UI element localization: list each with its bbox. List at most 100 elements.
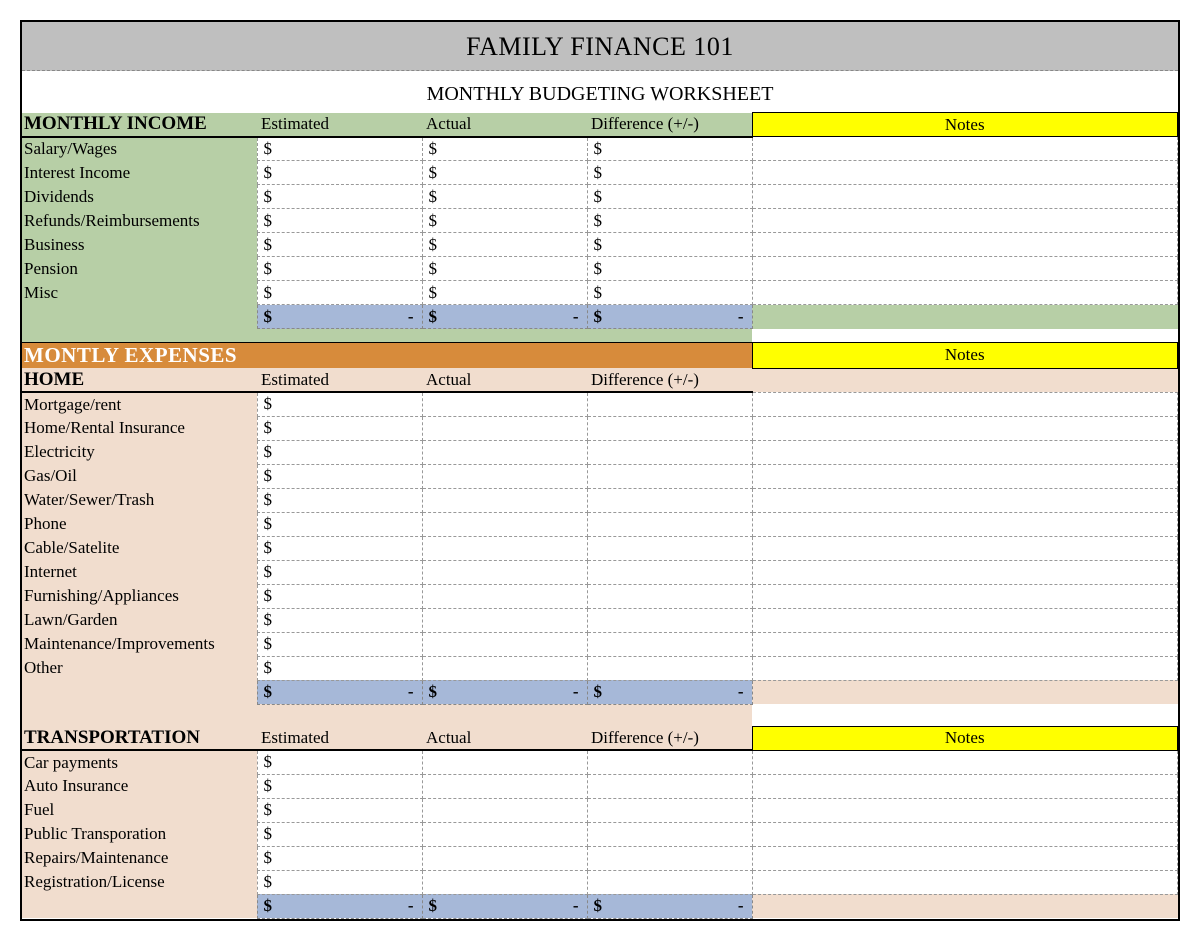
cell-notes[interactable] [752, 870, 1178, 894]
cell-estimated[interactable]: $ [257, 846, 422, 870]
cell-estimated[interactable]: $ [257, 750, 422, 774]
cell-estimated[interactable]: $ [257, 161, 422, 185]
cell-notes[interactable] [752, 632, 1178, 656]
cell-difference[interactable]: $ [587, 233, 752, 257]
cell-notes[interactable] [752, 440, 1178, 464]
cell-notes[interactable] [752, 750, 1178, 774]
cell-actual[interactable] [422, 488, 587, 512]
cell-estimated[interactable]: $ [257, 774, 422, 798]
cell-actual[interactable]: $ [422, 209, 587, 233]
cell-actual[interactable]: $ [422, 137, 587, 161]
cell-actual[interactable] [422, 560, 587, 584]
cell-difference[interactable]: $ [587, 257, 752, 281]
cell-difference[interactable] [587, 750, 752, 774]
cell-estimated[interactable]: $ [257, 416, 422, 440]
cell-actual[interactable] [422, 608, 587, 632]
cell-difference[interactable]: $ [587, 209, 752, 233]
cell-difference[interactable] [587, 488, 752, 512]
cell-notes[interactable] [752, 392, 1178, 416]
cell-actual[interactable]: $ [422, 233, 587, 257]
cell-estimated[interactable]: $ [257, 233, 422, 257]
cell-estimated[interactable]: $ [257, 822, 422, 846]
cell-notes[interactable] [752, 798, 1178, 822]
cell-actual[interactable]: $ [422, 281, 587, 305]
cell-estimated[interactable]: $ [257, 488, 422, 512]
cell-actual[interactable] [422, 632, 587, 656]
cell-actual[interactable] [422, 870, 587, 894]
cell-estimated[interactable]: $ [257, 392, 422, 416]
cell-difference[interactable] [587, 512, 752, 536]
cell-estimated[interactable]: $ [257, 137, 422, 161]
cell-difference[interactable] [587, 656, 752, 680]
cell-notes[interactable] [752, 822, 1178, 846]
cell-difference[interactable] [587, 846, 752, 870]
cell-actual[interactable] [422, 512, 587, 536]
cell-notes[interactable] [752, 560, 1178, 584]
cell-notes[interactable] [752, 584, 1178, 608]
cell-difference[interactable] [587, 822, 752, 846]
cell-estimated[interactable]: $ [257, 440, 422, 464]
cell-difference[interactable] [587, 632, 752, 656]
cell-actual[interactable] [422, 536, 587, 560]
cell-notes[interactable] [752, 233, 1178, 257]
cell-notes[interactable] [752, 281, 1178, 305]
cell-difference[interactable] [587, 870, 752, 894]
cell-difference[interactable] [587, 464, 752, 488]
cell-difference[interactable]: $ [587, 185, 752, 209]
cell-notes[interactable] [752, 846, 1178, 870]
cell-notes[interactable] [752, 536, 1178, 560]
cell-actual[interactable] [422, 656, 587, 680]
cell-difference[interactable] [587, 392, 752, 416]
cell-difference[interactable]: $ [587, 281, 752, 305]
cell-difference[interactable] [587, 584, 752, 608]
cell-actual[interactable] [422, 798, 587, 822]
cell-actual[interactable] [422, 392, 587, 416]
cell-estimated[interactable]: $ [257, 257, 422, 281]
cell-difference[interactable] [587, 608, 752, 632]
cell-notes[interactable] [752, 774, 1178, 798]
cell-estimated[interactable]: $ [257, 464, 422, 488]
cell-difference[interactable] [587, 536, 752, 560]
cell-difference[interactable]: $ [587, 137, 752, 161]
cell-estimated[interactable]: $ [257, 584, 422, 608]
cell-actual[interactable] [422, 822, 587, 846]
cell-difference[interactable] [587, 440, 752, 464]
cell-actual[interactable]: $ [422, 257, 587, 281]
cell-notes[interactable] [752, 488, 1178, 512]
cell-actual[interactable] [422, 846, 587, 870]
cell-notes[interactable] [752, 464, 1178, 488]
cell-estimated[interactable]: $ [257, 281, 422, 305]
cell-notes[interactable] [752, 185, 1178, 209]
cell-difference[interactable] [587, 560, 752, 584]
cell-estimated[interactable]: $ [257, 632, 422, 656]
cell-actual[interactable] [422, 750, 587, 774]
cell-estimated[interactable]: $ [257, 560, 422, 584]
cell-estimated[interactable]: $ [257, 536, 422, 560]
cell-notes[interactable] [752, 512, 1178, 536]
cell-notes[interactable] [752, 161, 1178, 185]
cell-notes[interactable] [752, 137, 1178, 161]
cell-actual[interactable] [422, 440, 587, 464]
cell-estimated[interactable]: $ [257, 512, 422, 536]
cell-estimated[interactable]: $ [257, 608, 422, 632]
cell-estimated[interactable]: $ [257, 798, 422, 822]
cell-notes[interactable] [752, 257, 1178, 281]
cell-actual[interactable] [422, 464, 587, 488]
cell-notes[interactable] [752, 416, 1178, 440]
cell-estimated[interactable]: $ [257, 870, 422, 894]
cell-estimated[interactable]: $ [257, 185, 422, 209]
cell-difference[interactable] [587, 774, 752, 798]
cell-actual[interactable] [422, 584, 587, 608]
cell-difference[interactable] [587, 798, 752, 822]
cell-difference[interactable]: $ [587, 161, 752, 185]
cell-notes[interactable] [752, 209, 1178, 233]
cell-actual[interactable] [422, 416, 587, 440]
cell-actual[interactable] [422, 774, 587, 798]
cell-estimated[interactable]: $ [257, 656, 422, 680]
cell-estimated[interactable]: $ [257, 209, 422, 233]
cell-difference[interactable] [587, 416, 752, 440]
cell-notes[interactable] [752, 656, 1178, 680]
cell-actual[interactable]: $ [422, 185, 587, 209]
cell-notes[interactable] [752, 608, 1178, 632]
cell-actual[interactable]: $ [422, 161, 587, 185]
